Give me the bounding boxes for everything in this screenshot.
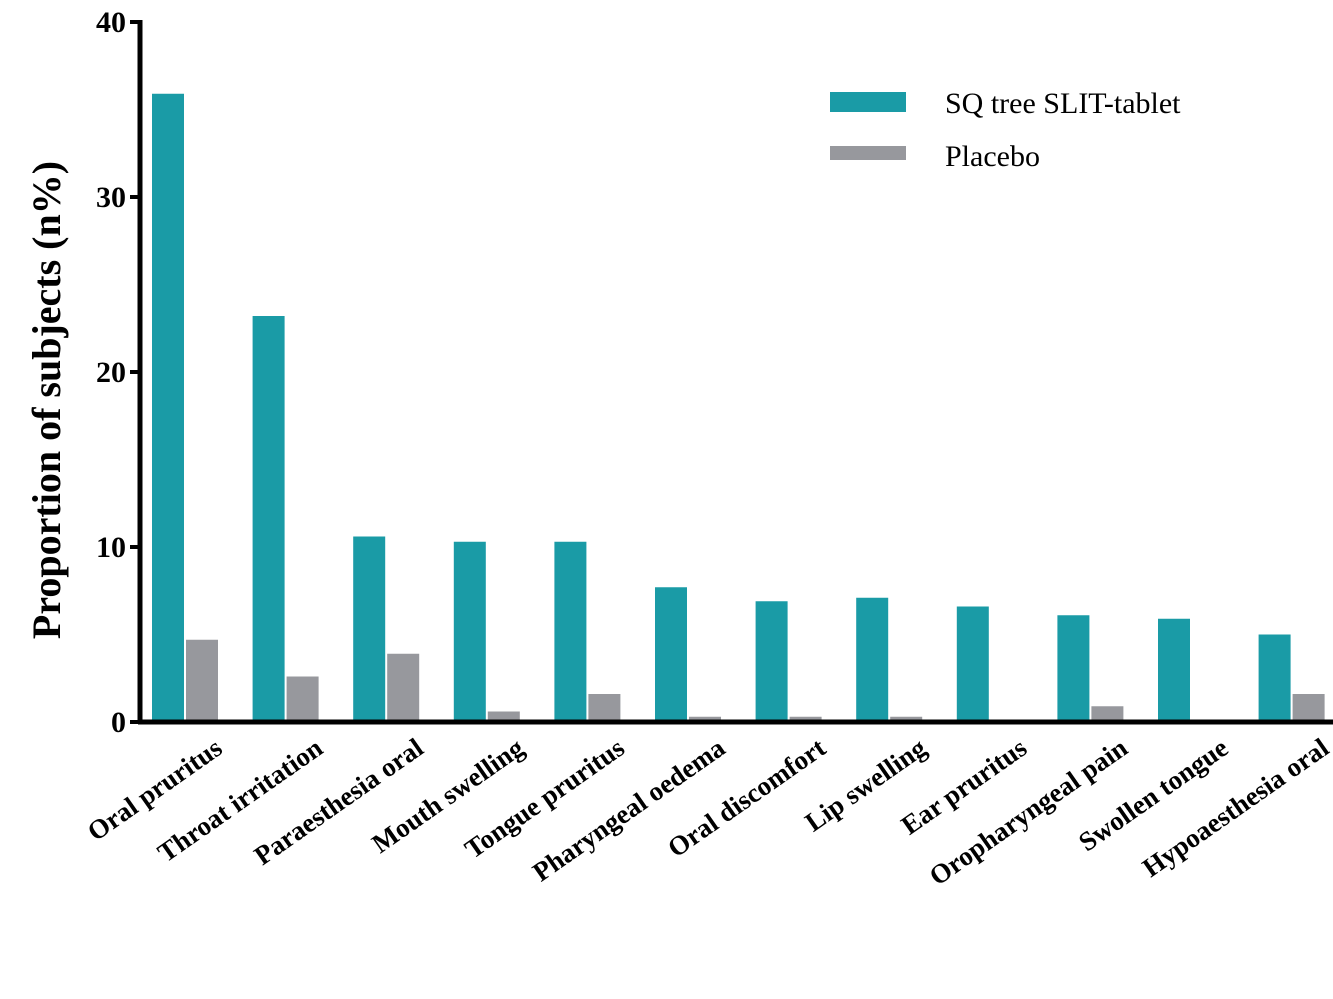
x-category-label-2: Paraesthesia oral: [249, 732, 429, 871]
bar-active-1: [252, 316, 285, 722]
y-ticks-group: 0 10 20 30 40: [96, 6, 140, 739]
y-tick-label-4: 40: [96, 6, 126, 39]
bar-active-2: [353, 536, 386, 722]
bar-placebo-2: [387, 653, 420, 722]
bar-active-8: [956, 606, 989, 722]
y-tick-label-3: 30: [96, 181, 126, 214]
y-tick-label-1: 10: [96, 531, 126, 564]
legend-swatch-series-2: [830, 146, 906, 160]
bar-active-3: [453, 541, 486, 722]
bar-active-10: [1158, 618, 1190, 722]
bar-placebo-3: [487, 711, 520, 722]
bar-placebo-9: [1091, 706, 1124, 722]
bar-active-9: [1057, 615, 1090, 722]
y-tick-label-2: 20: [96, 356, 126, 389]
bars-group: [152, 93, 1325, 722]
y-axis-title: Proportion of subjects (n%): [24, 161, 69, 639]
bar-active-6: [755, 601, 788, 722]
legend: SQ tree SLIT-tablet Placebo: [830, 87, 1181, 173]
bar-placebo-5: [689, 716, 721, 722]
bar-active-0: [152, 93, 184, 722]
bar-placebo-7: [890, 716, 923, 722]
bar-active-4: [554, 541, 587, 722]
x-category-label-11: Hypoaesthesia oral: [1137, 732, 1333, 883]
legend-label-series-1: SQ tree SLIT-tablet: [945, 87, 1181, 120]
legend-swatch-series-1: [830, 92, 906, 112]
y-tick-label-0: 0: [111, 706, 126, 739]
x-category-label-5: Pharyngeal oedema: [527, 732, 731, 887]
bar-active-11: [1258, 634, 1291, 722]
axes-group: [137, 20, 1333, 725]
bar-active-7: [856, 597, 889, 722]
bar-active-5: [655, 587, 687, 722]
bar-placebo-4: [588, 694, 621, 722]
x-category-label-1: Throat irritation: [152, 732, 328, 868]
bar-placebo-0: [186, 639, 218, 722]
bar-placebo-1: [286, 676, 319, 722]
legend-label-series-2: Placebo: [945, 140, 1040, 173]
bar-placebo-6: [789, 716, 822, 722]
bar-placebo-11: [1292, 694, 1325, 722]
